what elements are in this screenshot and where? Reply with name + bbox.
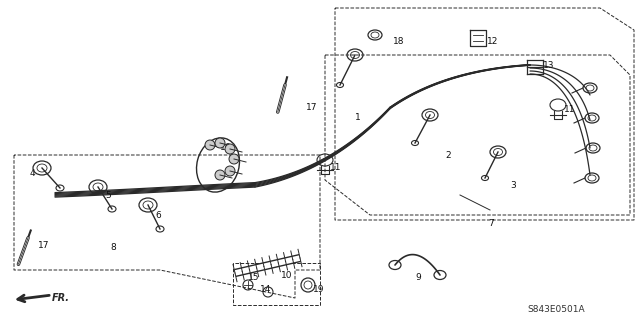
Text: FR.: FR. (52, 293, 70, 303)
Text: S843E0501A: S843E0501A (527, 306, 584, 315)
Text: 5: 5 (105, 190, 111, 199)
Text: 7: 7 (488, 219, 493, 228)
Text: 19: 19 (313, 286, 324, 294)
Text: 8: 8 (110, 243, 116, 253)
Text: 4: 4 (30, 168, 36, 177)
Text: 1: 1 (355, 114, 361, 122)
Text: 3: 3 (510, 181, 516, 189)
Text: 2: 2 (445, 151, 451, 160)
Circle shape (225, 144, 235, 154)
Text: 17: 17 (306, 102, 317, 112)
Text: 6: 6 (155, 211, 161, 219)
Text: 16: 16 (220, 144, 232, 152)
Text: 11: 11 (330, 162, 342, 172)
Text: 15: 15 (248, 273, 259, 283)
Text: 11: 11 (564, 106, 575, 115)
Text: 13: 13 (543, 62, 554, 70)
Text: 14: 14 (260, 286, 271, 294)
Circle shape (205, 140, 215, 150)
Text: 18: 18 (393, 38, 404, 47)
Circle shape (225, 166, 235, 176)
Circle shape (215, 170, 225, 180)
Text: 17: 17 (38, 241, 49, 249)
Text: 9: 9 (415, 273, 420, 283)
Circle shape (229, 154, 239, 164)
Circle shape (215, 138, 225, 148)
Text: 10: 10 (281, 271, 292, 279)
Text: 12: 12 (487, 38, 499, 47)
